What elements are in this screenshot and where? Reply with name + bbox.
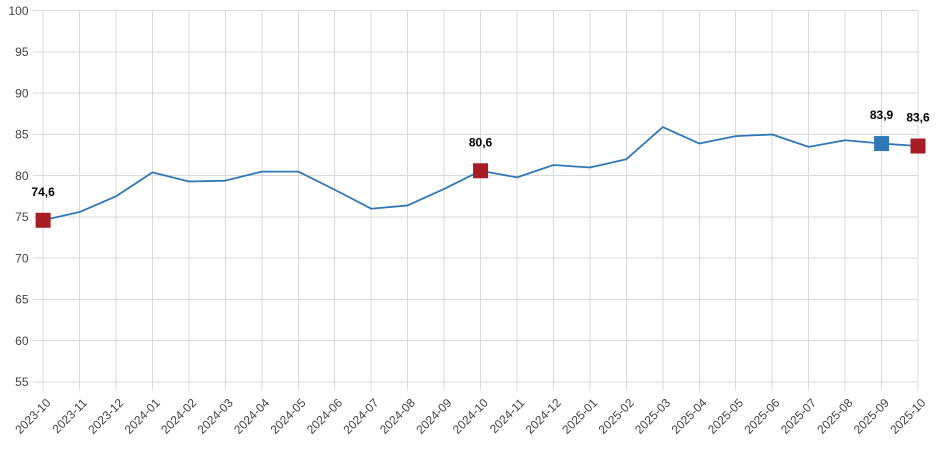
data-point-marker — [910, 138, 926, 154]
data-point-marker — [35, 212, 51, 228]
x-axis-label: 2025-03 — [632, 395, 673, 436]
x-axis-label: 2024-04 — [231, 395, 272, 436]
x-axis-label: 2025-02 — [596, 395, 637, 436]
x-axis-label: 2025-09 — [851, 395, 892, 436]
x-axis-label: 2024-01 — [122, 395, 163, 436]
data-point-label: 83,9 — [870, 108, 894, 122]
y-axis-label: 60 — [15, 334, 29, 348]
y-axis-label: 100 — [8, 4, 28, 18]
x-axis-label: 2024-11 — [487, 395, 528, 436]
data-point-label: 80,6 — [469, 135, 493, 149]
y-axis-label: 65 — [15, 293, 29, 307]
x-axis-label: 2024-03 — [195, 395, 236, 436]
data-point-marker — [473, 163, 489, 179]
x-axis-label: 2025-08 — [814, 395, 855, 436]
y-axis-label: 95 — [15, 45, 29, 59]
x-axis-label: 2023-12 — [85, 395, 126, 436]
y-axis-label: 55 — [15, 375, 29, 389]
x-axis-label: 2024-02 — [158, 395, 199, 436]
data-point-label: 83,6 — [906, 111, 930, 125]
data-point-marker — [874, 136, 890, 152]
y-axis-label: 80 — [15, 169, 29, 183]
x-axis-label: 2024-05 — [268, 395, 309, 436]
y-axis-label: 85 — [15, 128, 29, 142]
x-axis-label: 2024-10 — [450, 395, 491, 436]
y-axis-label: 90 — [15, 86, 29, 100]
data-point-label: 74,6 — [31, 185, 55, 199]
x-axis-label: 2024-07 — [340, 395, 381, 436]
x-axis-label: 2024-06 — [304, 395, 345, 436]
y-axis-label: 70 — [15, 251, 29, 265]
x-axis-label: 2025-06 — [741, 395, 782, 436]
x-axis-label: 2025-10 — [887, 395, 928, 436]
x-axis-label: 2025-07 — [778, 395, 819, 436]
x-axis-label: 2024-08 — [377, 395, 418, 436]
x-axis-label: 2024-09 — [413, 395, 454, 436]
y-axis-label: 75 — [15, 210, 29, 224]
x-axis-label: 2025-04 — [669, 395, 710, 436]
x-axis-label: 2024-12 — [523, 395, 564, 436]
x-axis-label: 2025-01 — [559, 395, 600, 436]
x-axis-label: 2025-05 — [705, 395, 746, 436]
x-axis-label: 2023-11 — [49, 395, 90, 436]
x-axis-label: 2023-10 — [12, 395, 53, 436]
